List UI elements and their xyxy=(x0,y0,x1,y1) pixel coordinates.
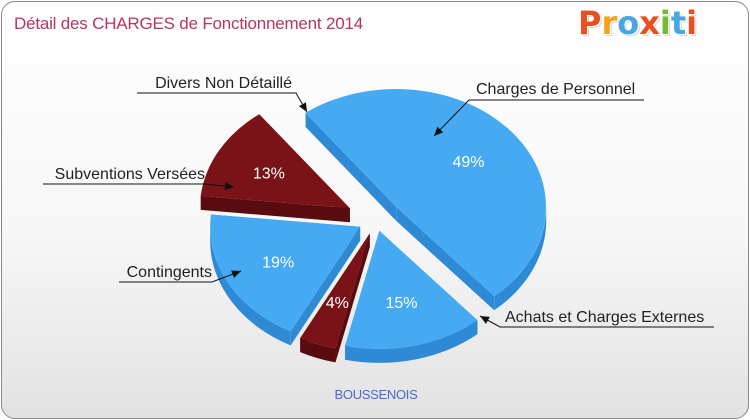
logo-letter: P xyxy=(578,4,602,42)
pie-slice-percent: 19% xyxy=(262,254,294,271)
city-name: BOUSSENOIS xyxy=(334,387,418,402)
pie-slice[interactable] xyxy=(210,214,361,332)
pie-slice-side xyxy=(210,226,291,346)
pie-slice-side xyxy=(494,206,547,311)
callout-arrowhead xyxy=(231,270,241,278)
slice-label: Divers Non Détaillé xyxy=(155,75,292,92)
slice-label: Charges de Personnel xyxy=(476,81,635,98)
pie-slice[interactable] xyxy=(305,89,546,297)
callout-arrowhead xyxy=(224,182,234,191)
logo-letter: r xyxy=(601,4,618,42)
pie-slice-percent: 49% xyxy=(452,154,484,171)
pie-slice-face xyxy=(305,112,397,221)
pie-slice-percent: 15% xyxy=(386,295,418,312)
pie-slice-percent: 13% xyxy=(253,165,285,182)
callout-leader-line xyxy=(433,99,644,137)
slice-label: Subventions Versées xyxy=(55,166,205,183)
callout-leader-line xyxy=(137,92,308,113)
pie-slice-side xyxy=(345,320,478,363)
pie-slice-face xyxy=(396,206,495,311)
slice-label: Contingents xyxy=(127,264,212,281)
chart-title: Détail des CHARGES de Fonctionnement 201… xyxy=(14,14,363,33)
callout-leader-line xyxy=(43,183,235,188)
slice-label: Achats et Charges Externes xyxy=(505,309,704,326)
logo-letter: o xyxy=(617,4,640,42)
pie-slice-side xyxy=(300,338,336,363)
logo-letter: x xyxy=(639,4,660,42)
logo-letter: i xyxy=(659,4,671,42)
pie-slice[interactable] xyxy=(345,230,478,349)
pie-slice-face xyxy=(200,195,350,223)
callout-leader-line xyxy=(119,270,242,283)
pie-slice[interactable] xyxy=(300,233,370,349)
proxiti-logo[interactable]: Proxiti xyxy=(578,4,697,42)
callout-arrowhead xyxy=(434,126,444,136)
callout-arrowhead xyxy=(480,316,490,324)
pie-slice[interactable] xyxy=(200,114,350,209)
pie-slice-percent: 4% xyxy=(326,295,349,312)
callout-arrowhead xyxy=(299,102,307,112)
logo-letter: t xyxy=(670,4,687,42)
pie-slice-face xyxy=(335,233,370,363)
pie-slice-face xyxy=(290,226,361,346)
logo-letter: i xyxy=(686,4,698,42)
